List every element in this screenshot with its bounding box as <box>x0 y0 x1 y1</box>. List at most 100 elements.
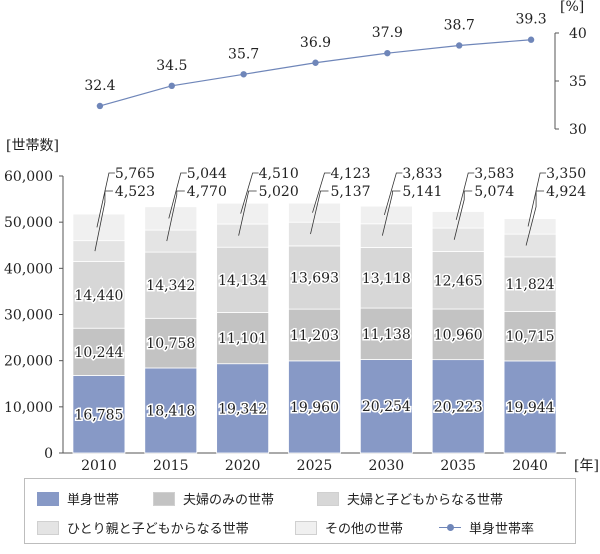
bar-data-label: 20,254 <box>362 399 411 415</box>
bar-segment-4 <box>431 211 485 229</box>
bar-data-label-top: 4,123 <box>331 166 371 182</box>
bar-x-axis-unit: [年] <box>574 458 599 474</box>
bar-segment-1 <box>216 312 270 365</box>
bar-data-label-top: 3,350 <box>546 166 586 182</box>
bar-segment-1 <box>72 327 126 376</box>
line-point <box>240 71 247 78</box>
bar-x-tick-label: 2030 <box>369 458 405 474</box>
bar-y-axis-title: [世帯数] <box>6 138 59 154</box>
bar-segment-0 <box>216 363 270 454</box>
line-point <box>96 102 104 110</box>
line-data-label: 32.4 <box>84 78 115 94</box>
bar-segment-3 <box>216 223 270 248</box>
leader-line-s4 <box>240 172 259 214</box>
legend-swatch-rate <box>439 521 461 535</box>
leader-line-s4 <box>96 172 115 228</box>
line-data-label: 37.9 <box>372 25 403 41</box>
legend-swatch-single-parent <box>37 520 59 535</box>
bar-segment-3 <box>288 221 341 247</box>
bar-segment-0 <box>72 375 126 454</box>
leader-line-s3 <box>94 190 113 252</box>
bar-segment-4 <box>359 205 413 225</box>
legend-swatch-couple-children <box>317 491 339 506</box>
bar-x-tick-label: 2010 <box>81 458 117 474</box>
legend-swatch-single <box>37 491 59 506</box>
bar-y-tick-label: 0 <box>44 446 53 462</box>
bar-data-label: 11,138 <box>362 327 411 343</box>
legend-item-other: その他の世帯 <box>295 518 403 537</box>
bar-x-tick-label: 2035 <box>440 458 476 474</box>
leader-line-s4 <box>455 172 475 220</box>
line-point <box>456 42 463 49</box>
bar-data-label-second: 5,137 <box>331 184 371 200</box>
line-y-tick-label: 30 <box>569 122 587 138</box>
legend-item-rate: 単身世帯率 <box>439 518 534 537</box>
line-point <box>312 59 319 66</box>
bar-y-tick-label: 30,000 <box>4 308 53 324</box>
legend-item-single: 単身世帯 <box>37 489 119 508</box>
line-data-label: 39.3 <box>515 12 546 28</box>
legend-swatch-couple <box>153 491 175 506</box>
bar-data-label: 14,440 <box>74 288 123 304</box>
line-point <box>527 36 535 43</box>
line-data-label: 35.7 <box>228 46 259 62</box>
bar-data-label-second: 4,770 <box>187 184 227 200</box>
line-y-axis-unit: [%] <box>560 0 584 15</box>
bar-y-tick-label: 40,000 <box>4 261 53 277</box>
leader-line-s3 <box>453 190 473 240</box>
bar-segment-3 <box>144 229 198 253</box>
bar-data-label: 11,203 <box>290 328 339 344</box>
bar-y-tick-label: 10,000 <box>4 400 53 416</box>
legend-swatch-other <box>295 520 317 535</box>
bar-segment-0 <box>431 359 485 454</box>
bar-data-label: 19,960 <box>290 400 339 416</box>
leader-line-s3 <box>525 190 545 246</box>
bar-data-label: 10,244 <box>74 345 123 361</box>
bar-y-tick-label: 20,000 <box>4 354 53 370</box>
leader-line-s4 <box>527 172 547 227</box>
bar-data-label: 10,715 <box>506 329 555 345</box>
bar-data-label: 12,465 <box>434 273 483 289</box>
bar-data-label: 10,758 <box>146 336 195 352</box>
bar-data-label: 14,134 <box>218 273 267 289</box>
bar-data-label-second: 5,141 <box>402 184 442 200</box>
legend: 単身世帯 夫婦のみの世帯 夫婦と子どもからなる世帯 ひとり親と子どもからなる世帯… <box>24 478 576 544</box>
bar-segment-2 <box>431 251 485 310</box>
bar-x-tick-label: 2025 <box>297 458 333 474</box>
bar-segment-3 <box>503 233 557 258</box>
line-y-tick-label: 35 <box>569 74 587 90</box>
leader-line-s4 <box>312 172 331 213</box>
legend-label-couple-children: 夫婦と子どもからなる世帯 <box>347 493 504 508</box>
line-point <box>168 82 175 90</box>
bar-segment-0 <box>144 367 198 454</box>
leader-line-s4 <box>168 172 187 219</box>
bar-segment-4 <box>288 202 341 223</box>
line-point <box>384 49 391 57</box>
bar-segment-3 <box>359 223 413 248</box>
bar-data-label: 13,693 <box>290 271 339 287</box>
legend-item-couple-children: 夫婦と子どもからなる世帯 <box>317 489 503 508</box>
bar-data-label: 13,118 <box>362 271 411 287</box>
bar-y-tick-label: 50,000 <box>4 215 53 231</box>
bar-data-label-second: 5,074 <box>474 184 514 200</box>
leader-line-s3 <box>310 190 329 235</box>
bar-segment-3 <box>431 227 485 252</box>
legend-label-single-parent: ひとり親と子どもからなる世帯 <box>67 522 249 537</box>
bar-x-tick-label: 2015 <box>153 458 189 474</box>
legend-label-couple: 夫婦のみの世帯 <box>183 493 275 508</box>
legend-label-single: 単身世帯 <box>67 493 120 508</box>
line-y-tick-label: 40 <box>569 26 587 42</box>
bar-segment-3 <box>72 240 126 262</box>
bar-data-label-second: 5,020 <box>259 184 299 200</box>
bar-data-label: 11,824 <box>506 277 555 293</box>
bar-data-label-second: 4,924 <box>546 184 586 200</box>
leader-line-s3 <box>166 190 185 242</box>
bar-segment-2 <box>216 246 270 313</box>
bar-data-label: 16,785 <box>74 407 123 423</box>
leader-line-s4 <box>383 172 403 216</box>
legend-item-single-parent: ひとり親と子どもからなる世帯 <box>37 518 249 537</box>
bar-data-label-top: 4,510 <box>259 166 299 182</box>
leader-line-s3 <box>238 190 257 236</box>
